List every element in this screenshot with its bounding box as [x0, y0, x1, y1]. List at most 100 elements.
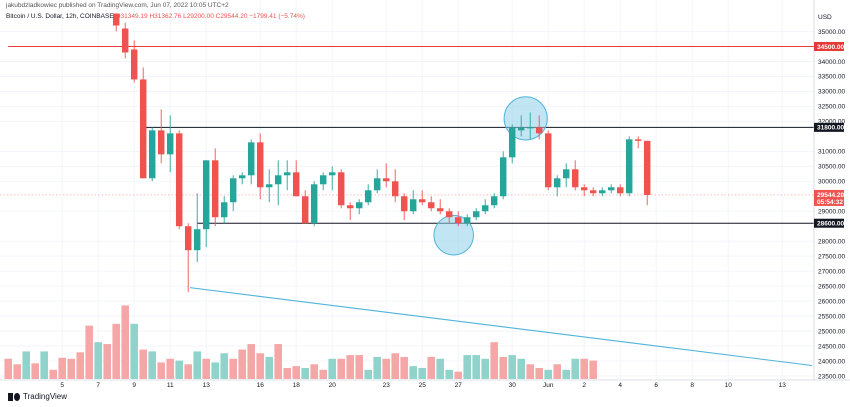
volume-bar [130, 323, 138, 379]
candle-body [481, 205, 489, 212]
candle [220, 196, 228, 224]
candle-body [292, 172, 300, 197]
candle-body [202, 160, 210, 230]
volume-bar [328, 358, 336, 379]
candle [607, 184, 615, 194]
candle-body [328, 172, 336, 176]
price-axis[interactable]: 35000.00 34000.00 33500.00 33000.00 32500.00… [818, 29, 845, 381]
ohlc-close: C29544.20 [215, 13, 248, 20]
candle [598, 187, 606, 197]
candle [310, 181, 318, 227]
volume-bars [4, 305, 597, 379]
candle [634, 136, 642, 149]
candle-body [499, 157, 507, 197]
current-price-label: 29544.20 [817, 192, 844, 199]
volume-bar [571, 358, 579, 379]
candle-body [355, 202, 363, 209]
candle-body [526, 127, 534, 129]
volume-bar [220, 353, 228, 379]
candle [400, 193, 408, 221]
candle-body [112, 13, 120, 26]
candle [265, 169, 273, 203]
volume-bar [4, 358, 12, 379]
candle-body [634, 139, 642, 141]
candle [229, 175, 237, 212]
candle [517, 115, 525, 137]
volume-bar [184, 364, 192, 379]
candle [526, 112, 534, 140]
price-tag-label: 31800.00 [817, 125, 844, 132]
volume-bar [211, 362, 219, 379]
time-tick-label: 23 [383, 382, 391, 389]
volume-bar [499, 356, 507, 379]
candle-body [148, 130, 156, 179]
candle-body [580, 187, 588, 191]
volume-bar [229, 358, 237, 379]
tradingview-logo-text: TradingView [23, 392, 68, 401]
candle-body [418, 199, 426, 203]
volume-bar [103, 344, 111, 379]
candle [346, 202, 354, 221]
candle [445, 208, 453, 224]
candle-body [607, 187, 615, 191]
symbol-name[interactable]: Bitcoin / U.S. Dollar, 12h, COINBASE [6, 13, 114, 20]
candle [184, 223, 192, 293]
volume-bar [445, 369, 453, 379]
candle [247, 139, 255, 185]
time-tick-label: 20 [329, 382, 337, 389]
candle-body [508, 127, 516, 158]
price-tick-label: 32000.00 [818, 119, 845, 126]
price-tick-label: 26500.00 [818, 283, 845, 290]
candle-body [139, 79, 147, 179]
price-tick-label: 27000.00 [818, 268, 845, 275]
candle-body [319, 175, 327, 185]
volume-bar [301, 367, 309, 379]
volume-bar [472, 355, 480, 379]
candle-body [409, 199, 417, 212]
price-tick-label: 30000.00 [818, 179, 845, 186]
volume-bar [166, 358, 174, 379]
candle-body [454, 217, 462, 224]
volume-bar [562, 369, 570, 379]
volume-bar [67, 358, 75, 379]
candle [328, 166, 336, 191]
candle [382, 163, 390, 188]
volume-bar [292, 366, 300, 379]
trendline-layer [189, 287, 813, 367]
volume-bar [121, 305, 129, 379]
time-tick-label: 27 [455, 382, 463, 389]
tradingview-logo-icon [8, 392, 20, 401]
volume-bar [535, 367, 543, 379]
price-tick-label: 26000.00 [818, 298, 845, 305]
time-tick-label: 2 [582, 382, 586, 389]
candle [121, 22, 129, 59]
candle-body [463, 217, 471, 224]
candle [193, 193, 201, 263]
candle [616, 184, 624, 197]
candle-body [211, 160, 219, 218]
candle [472, 208, 480, 221]
volume-bar [418, 367, 426, 379]
volume-bar [517, 358, 525, 379]
candle [463, 214, 471, 227]
candle-body [283, 172, 291, 176]
candle [481, 199, 489, 215]
volume-bar [436, 358, 444, 379]
candle [571, 160, 579, 191]
candle-body [643, 140, 651, 195]
price-tick-label: 24500.00 [818, 343, 845, 350]
ohlc-open: O31349.19 [115, 13, 148, 20]
time-axis[interactable]: 5 7 9 11 13 16 18 20 23 25 27 30 Jun 2 4 6 8 10 13 [60, 382, 786, 389]
candle-body [562, 169, 570, 179]
volume-bar [85, 325, 93, 379]
price-tick-label: 33500.00 [818, 74, 845, 81]
volume-bar [373, 356, 381, 379]
volume-bar [310, 364, 318, 379]
candle-body [364, 190, 372, 203]
candle-body [247, 142, 255, 176]
price-tick-label: 34000.00 [818, 59, 845, 66]
candle [427, 196, 435, 212]
tradingview-logo[interactable]: TradingView [8, 392, 67, 401]
volume-bar [490, 342, 498, 379]
